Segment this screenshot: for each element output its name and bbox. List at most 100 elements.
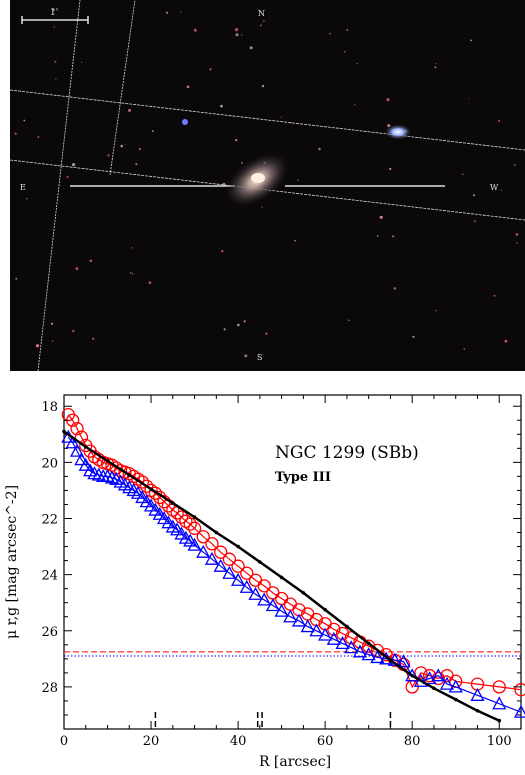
series-g-point <box>309 623 324 637</box>
break-radius-ticks <box>154 709 392 727</box>
series-model-point <box>453 697 458 702</box>
series-model-point <box>366 641 371 646</box>
background-star <box>55 78 57 80</box>
galaxy-image-panel: 1' N E W S <box>9 0 525 372</box>
galaxy-core <box>251 173 265 183</box>
series-g-point <box>74 452 89 466</box>
direction-west: W <box>490 183 499 192</box>
series-r-point <box>335 626 350 641</box>
series-g-point <box>396 654 411 668</box>
x-tick-label: 100 <box>487 734 512 749</box>
x-tick-label: 0 <box>60 734 68 749</box>
series-r-point <box>70 422 84 436</box>
background-star <box>468 98 470 100</box>
guide-line <box>37 0 81 372</box>
y-tick-label: 26 <box>41 625 58 640</box>
series-r-point <box>231 559 245 573</box>
background-star <box>513 164 516 166</box>
series-g-point <box>422 671 437 685</box>
series-g-point <box>222 565 237 579</box>
guide-line <box>109 0 136 176</box>
series-g-point <box>431 668 446 682</box>
background-star <box>470 39 472 42</box>
series-g-point <box>257 592 272 606</box>
guide-line <box>9 89 525 151</box>
background-star <box>51 340 54 342</box>
series-g-point <box>87 466 102 480</box>
background-star <box>35 344 40 348</box>
y-tick-label: 24 <box>41 569 58 584</box>
background-star <box>463 348 466 350</box>
series-r-point <box>240 566 254 580</box>
background-star <box>329 32 332 35</box>
series-r-point <box>344 631 358 645</box>
background-star <box>498 119 501 122</box>
background-star <box>125 144 127 146</box>
background-star <box>180 11 182 13</box>
series-model-point <box>83 445 88 449</box>
background-star <box>435 63 437 65</box>
series-model-point <box>475 708 480 713</box>
y-tick-label: 20 <box>41 456 58 471</box>
background-star <box>131 247 133 249</box>
background-star <box>165 11 169 14</box>
background-star <box>473 194 476 197</box>
series-g-point <box>318 627 333 641</box>
chart-title: NGC 1299 (SBb) <box>275 443 419 463</box>
background-star <box>354 104 356 106</box>
background-star <box>151 130 154 133</box>
background-star <box>249 46 253 50</box>
series-r-point <box>222 552 237 566</box>
background-star <box>54 60 57 63</box>
background-star <box>138 148 141 151</box>
background-star <box>132 273 134 275</box>
series-r-point <box>183 517 197 531</box>
series-g-point <box>65 435 80 449</box>
series-r-point <box>196 530 210 544</box>
y-tick-label: 22 <box>41 512 58 527</box>
series-r-point <box>135 475 149 489</box>
series-g-point <box>283 609 298 623</box>
background-star <box>263 20 265 22</box>
background-star <box>261 206 263 208</box>
series-g-point <box>69 443 85 457</box>
background-star <box>344 51 346 53</box>
background-star <box>297 179 299 181</box>
x-tick-label: 20 <box>143 734 160 749</box>
series-g-point <box>352 644 368 658</box>
series-r-point <box>214 545 228 559</box>
background-star <box>193 28 197 32</box>
background-star <box>356 63 358 65</box>
guide-line <box>9 159 525 221</box>
series-g-point <box>326 631 341 645</box>
background-star <box>379 215 383 219</box>
series-r-point <box>257 579 271 593</box>
series-g-point <box>91 467 106 481</box>
background-star <box>66 176 69 178</box>
series-g-point <box>492 696 507 710</box>
chart-subtitle: Type III <box>275 470 331 485</box>
series-r-point <box>414 666 428 680</box>
series-r-point <box>514 683 525 697</box>
direction-east: E <box>20 183 26 192</box>
series-g-point <box>291 613 307 627</box>
background-star <box>516 242 518 244</box>
background-star <box>280 116 282 118</box>
background-star <box>500 189 502 191</box>
surface-brightness-plot: 0 20 40 60 80 100 18 20 22 24 26 28 NGC 1299 (SBb) … <box>0 380 525 771</box>
background-star <box>81 61 83 63</box>
series-model-point <box>149 487 153 491</box>
background-star <box>51 322 54 325</box>
background-star <box>462 173 464 176</box>
scale-bar-label: 1' <box>50 8 58 18</box>
series-g-point <box>248 586 263 600</box>
y-tick-label: 28 <box>41 681 58 696</box>
background-star <box>15 277 18 280</box>
background-star <box>234 28 239 32</box>
background-star <box>515 233 519 236</box>
background-star <box>186 85 190 89</box>
x-tick-label: 40 <box>230 734 247 749</box>
background-star <box>128 109 131 112</box>
background-star <box>209 68 212 71</box>
